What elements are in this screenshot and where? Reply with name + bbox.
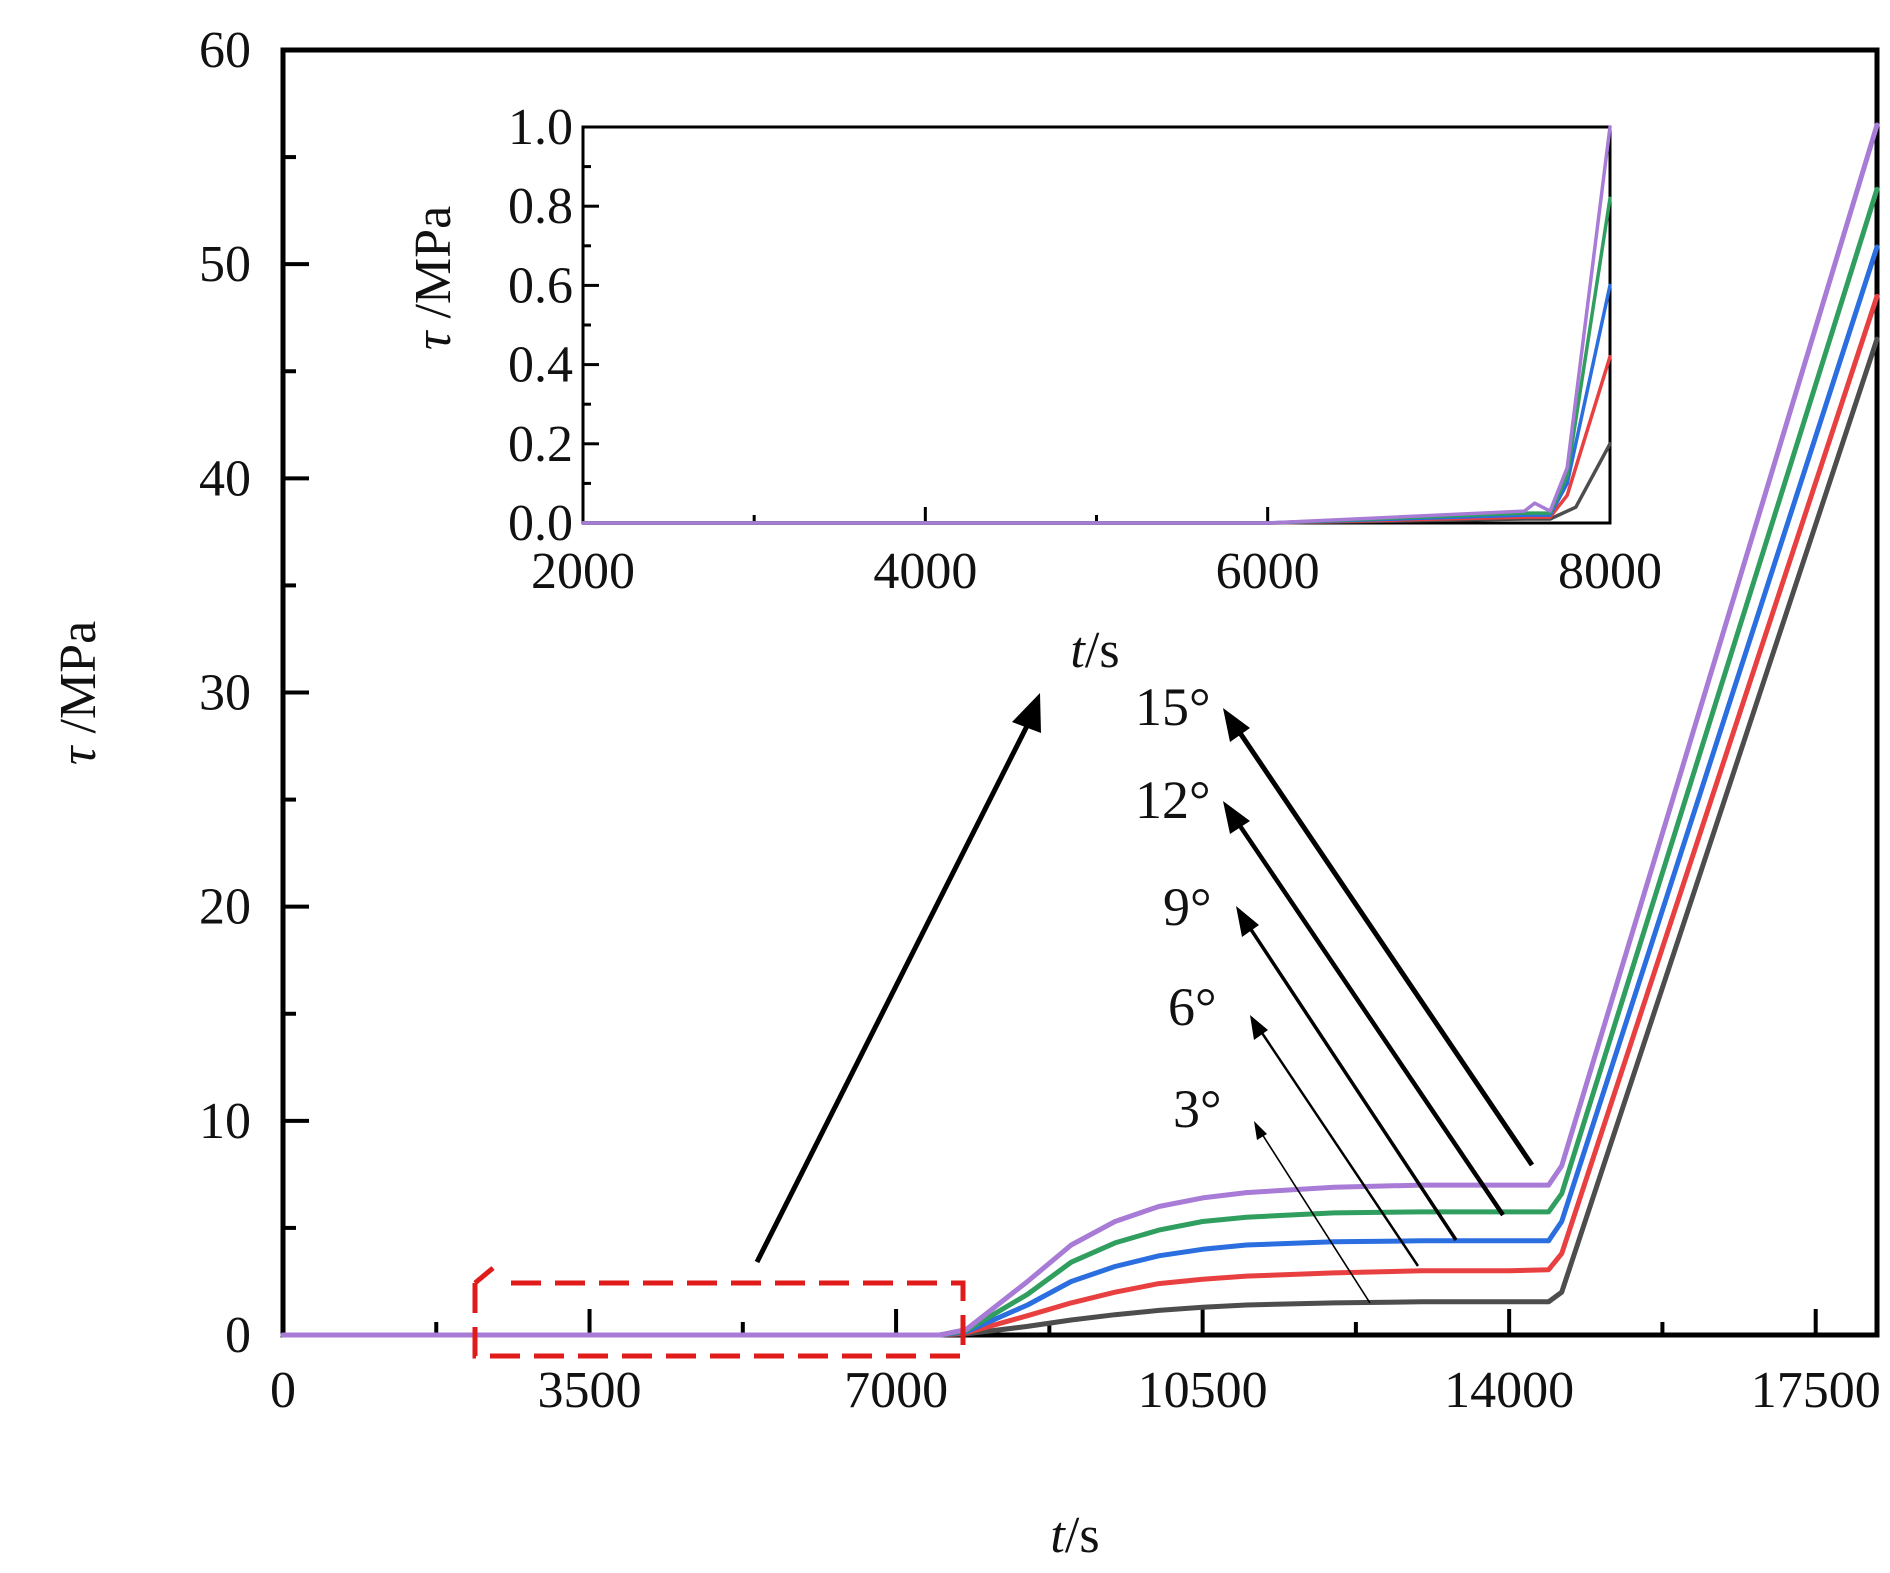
x-tick-label: 2000 (531, 543, 635, 600)
angle-label-12: 12° (1135, 770, 1211, 830)
x-tick-label: 17500 (1751, 1362, 1881, 1419)
zoom-region-box (472, 1266, 966, 1359)
y-tick-label: 50 (199, 236, 251, 293)
series-15deg (280, 122, 1880, 1338)
y-tick-label: 40 (199, 450, 251, 507)
series-12deg (280, 186, 1880, 1338)
angle-label-3: 3° (1173, 1079, 1222, 1139)
arrow-3 (1261, 1133, 1371, 1304)
y-tick-label: 20 (199, 879, 251, 936)
main-x-axis-title: t/s (1050, 1507, 1099, 1564)
main-y-axis-title: τ /MPa (50, 621, 107, 765)
inset-y-axis-title: τ /MPa (405, 206, 462, 350)
y-tick-label: 1.0 (508, 99, 573, 156)
x-tick-label: 6000 (1216, 543, 1320, 600)
y-tick-label: 0 (225, 1307, 251, 1364)
y-tick-label: 0.6 (508, 257, 573, 314)
y-tick-label: 0.0 (508, 495, 573, 552)
arrowhead-9 (1236, 906, 1259, 937)
arrowhead-3 (1254, 1121, 1267, 1140)
y-tick-label: 60 (199, 22, 251, 79)
x-tick-label: 0 (270, 1362, 296, 1419)
x-tick-label: 3500 (538, 1362, 642, 1419)
angle-label-15: 15° (1135, 677, 1211, 737)
x-tick-label: 8000 (1558, 543, 1662, 600)
main-axis-ticks: 0 3500 7000 10500 14000 17500 0 10 20 30 40 50 60 (199, 22, 1881, 1419)
arrowhead-15 (1223, 708, 1250, 742)
inset-plot-frame (581, 125, 1612, 525)
zoom-arrow (754, 718, 1033, 1264)
angle-label-9: 9° (1163, 877, 1212, 937)
series-15deg (581, 125, 1612, 525)
arrow-15 (1233, 725, 1535, 1167)
y-tick-label: 0.4 (508, 337, 573, 394)
series-6deg (280, 293, 1880, 1338)
y-tick-label: 30 (199, 665, 251, 722)
series-3deg (280, 336, 1880, 1338)
angle-label-6: 6° (1168, 977, 1217, 1037)
inset-series-group (581, 125, 1612, 525)
arrowhead-6 (1250, 1015, 1268, 1040)
x-tick-label: 4000 (873, 543, 977, 600)
y-tick-label: 10 (199, 1093, 251, 1150)
x-tick-label: 10500 (1138, 1362, 1268, 1419)
inset-x-axis-title: t/s (1070, 622, 1119, 679)
arrow-9 (1246, 924, 1458, 1241)
x-tick-label: 14000 (1444, 1362, 1574, 1419)
arrow-12 (1234, 818, 1505, 1217)
arrowhead-12 (1223, 801, 1250, 834)
main-series-group (280, 122, 1880, 1338)
inset-axis-ticks: 2000 4000 6000 8000 0.0 0.2 0.4 0.6 0.8 1.0 (508, 99, 1662, 600)
y-tick-label: 0.2 (508, 416, 573, 473)
series-9deg (280, 244, 1880, 1338)
arrow-6 (1258, 1029, 1420, 1267)
zoom-arrowhead (1012, 693, 1041, 733)
angle-annotations: 15° 12° 9° 6° 3° (1135, 677, 1535, 1304)
y-tick-label: 0.8 (508, 178, 573, 235)
x-tick-label: 7000 (844, 1362, 948, 1419)
